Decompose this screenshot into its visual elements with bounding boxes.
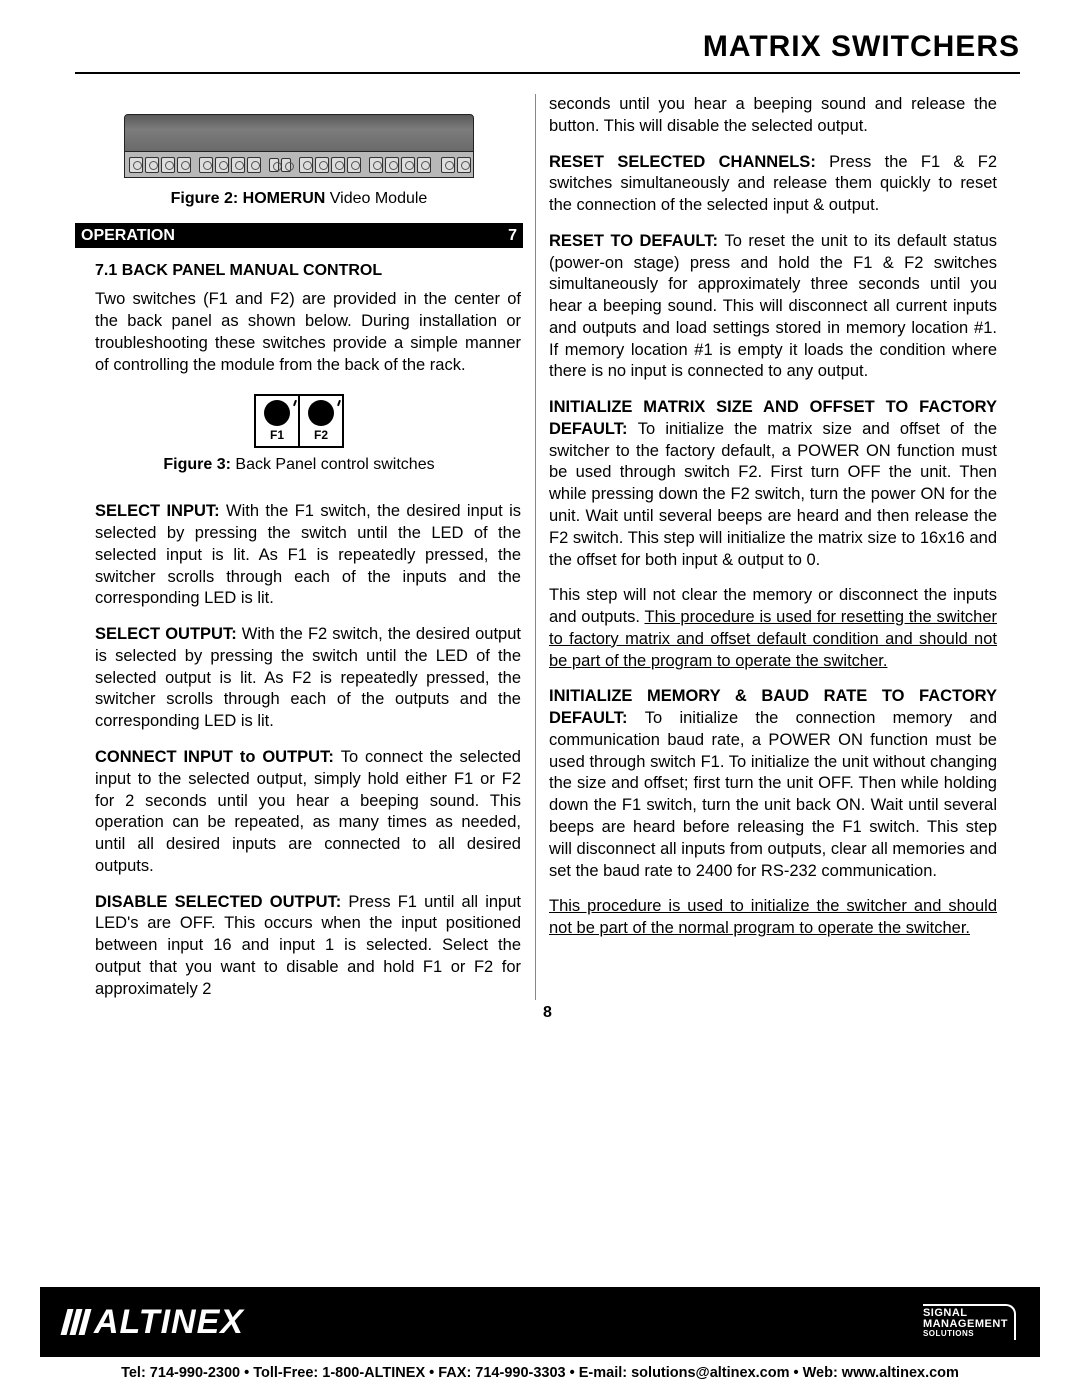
select-input-para: SELECT INPUT: With the F1 switch, the de…	[75, 501, 523, 610]
reset-sel-lead: RESET SELECTED CHANNELS:	[549, 153, 829, 171]
connect-text: To connect the selected input to the sel…	[95, 748, 521, 875]
disable-lead: DISABLE SELECTED OUTPUT:	[95, 893, 348, 911]
fig2-bold: Figure 2: HOMERUN	[171, 190, 326, 207]
reset-def-lead: RESET TO DEFAULT:	[549, 232, 724, 250]
sms-logo: SIGNAL MANAGEMENT SOLUTIONS	[923, 1304, 1016, 1340]
fig3-bold: Figure 3:	[163, 456, 231, 473]
fig3-rest: Back Panel control switches	[231, 456, 435, 473]
content-columns: Figure 2: HOMERUN Video Module OPERATION…	[75, 94, 1020, 1000]
footer: ALTINEX SIGNAL MANAGEMENT SOLUTIONS Tel:…	[0, 1287, 1080, 1397]
section-bar-operation: OPERATION 7	[75, 223, 523, 248]
figure-2-caption: Figure 2: HOMERUN Video Module	[75, 188, 523, 209]
select-input-lead: SELECT INPUT:	[95, 502, 226, 520]
switch-f2: F2	[299, 394, 344, 448]
altinex-logo: ALTINEX	[64, 1303, 244, 1342]
section-number: 7	[508, 225, 517, 246]
reset-selected-para: RESET SELECTED CHANNELS: Press the F1 & …	[549, 152, 997, 217]
switch-f1-label: F1	[256, 428, 298, 444]
switch-f1: F1	[254, 394, 299, 448]
column-divider	[535, 94, 536, 1000]
reset-def-text: To reset the unit to its default status …	[549, 232, 997, 381]
fig2-rest: Video Module	[325, 190, 427, 207]
header-rule	[75, 72, 1020, 74]
section-label: OPERATION	[81, 225, 175, 246]
select-output-para: SELECT OUTPUT: With the F2 switch, the d…	[75, 624, 523, 733]
reset-default-para: RESET TO DEFAULT: To reset the unit to i…	[549, 231, 997, 383]
select-output-lead: SELECT OUTPUT:	[95, 625, 242, 643]
figure-3-switches: F1 F2	[254, 394, 344, 448]
intro-paragraph: Two switches (F1 and F2) are provided in…	[75, 289, 523, 376]
footer-bar: ALTINEX SIGNAL MANAGEMENT SOLUTIONS	[40, 1287, 1040, 1357]
sms-line3: SOLUTIONS	[923, 1330, 1008, 1338]
init-mem-note: This procedure is used to initialize the…	[549, 896, 997, 940]
init-mem-text: To initialize the connection memory and …	[549, 709, 997, 879]
switch-f2-label: F2	[300, 428, 342, 444]
init-mem-para: INITIALIZE MEMORY & BAUD RATE TO FACTORY…	[549, 686, 997, 882]
col2-continuation: seconds until you hear a beeping sound a…	[549, 94, 997, 138]
page: MATRIX SWITCHERS Figure 2: HOMERUN Video…	[0, 0, 1080, 1022]
connect-lead: CONNECT INPUT to OUTPUT:	[95, 748, 341, 766]
figure-2-device	[124, 114, 474, 178]
logo-text: ALTINEX	[94, 1303, 244, 1342]
init-size-text: To initialize the matrix size and offset…	[549, 420, 997, 569]
page-number: 8	[75, 1004, 1020, 1022]
device-bottom	[124, 152, 474, 178]
logo-stripes-icon	[61, 1309, 92, 1335]
right-column: seconds until you hear a beeping sound a…	[549, 94, 997, 1000]
left-column: Figure 2: HOMERUN Video Module OPERATION…	[75, 94, 523, 1000]
figure-3-caption: Figure 3: Back Panel control switches	[75, 454, 523, 475]
connect-para: CONNECT INPUT to OUTPUT: To connect the …	[75, 747, 523, 878]
disable-para: DISABLE SELECTED OUTPUT: Press F1 until …	[75, 892, 523, 1001]
subsection-71-title: 7.1 BACK PANEL MANUAL CONTROL	[75, 260, 523, 281]
init-size-para: INITIALIZE MATRIX SIZE AND OFFSET TO FAC…	[549, 397, 997, 571]
footer-contact: Tel: 714-990-2300 • Toll-Free: 1-800-ALT…	[0, 1357, 1080, 1389]
header-title: MATRIX SWITCHERS	[75, 30, 1020, 64]
device-top	[124, 114, 474, 152]
init-size-note: This step will not clear the memory or d…	[549, 585, 997, 672]
